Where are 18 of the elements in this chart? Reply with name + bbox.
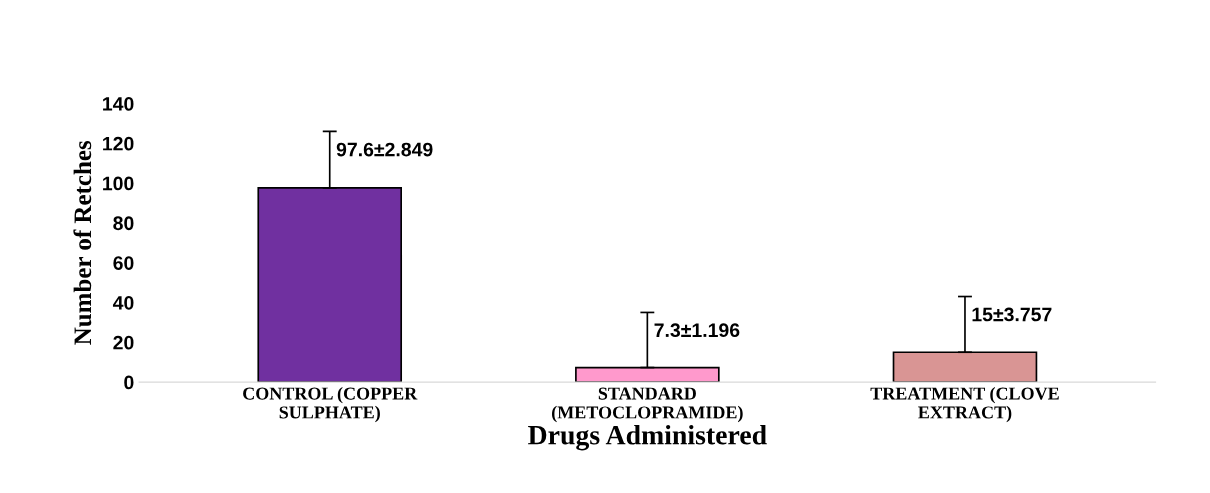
y-tick-label: 40 [112,295,134,310]
y-tick-label: 60 [113,256,134,270]
bar [257,187,403,383]
y-tick-label: 100 [103,176,134,191]
x-tick-label: TREATMENT (CLOVE EXTRACT) [870,386,1059,423]
data-label: 7.3±1.196 [654,323,740,338]
y-tick-label: 80 [113,216,134,231]
x-axis-title: Drugs Administered [528,424,767,451]
x-tick-label: CONTROL (COPPER SULPHATE) [243,386,418,423]
y-tick-label: 0 [124,375,134,390]
y-tick-label: 120 [103,136,134,151]
x-tick-label: STANDARD (METOCLOPRAMIDE) [552,387,743,423]
data-label: 15±3.757 [972,307,1052,322]
bar [892,351,1038,383]
y-tick-label: 20 [113,335,134,350]
data-label: 97.6±2.849 [336,142,433,157]
y-tick-label: 140 [103,97,134,111]
y-axis-title: Number of Retches [73,140,92,345]
